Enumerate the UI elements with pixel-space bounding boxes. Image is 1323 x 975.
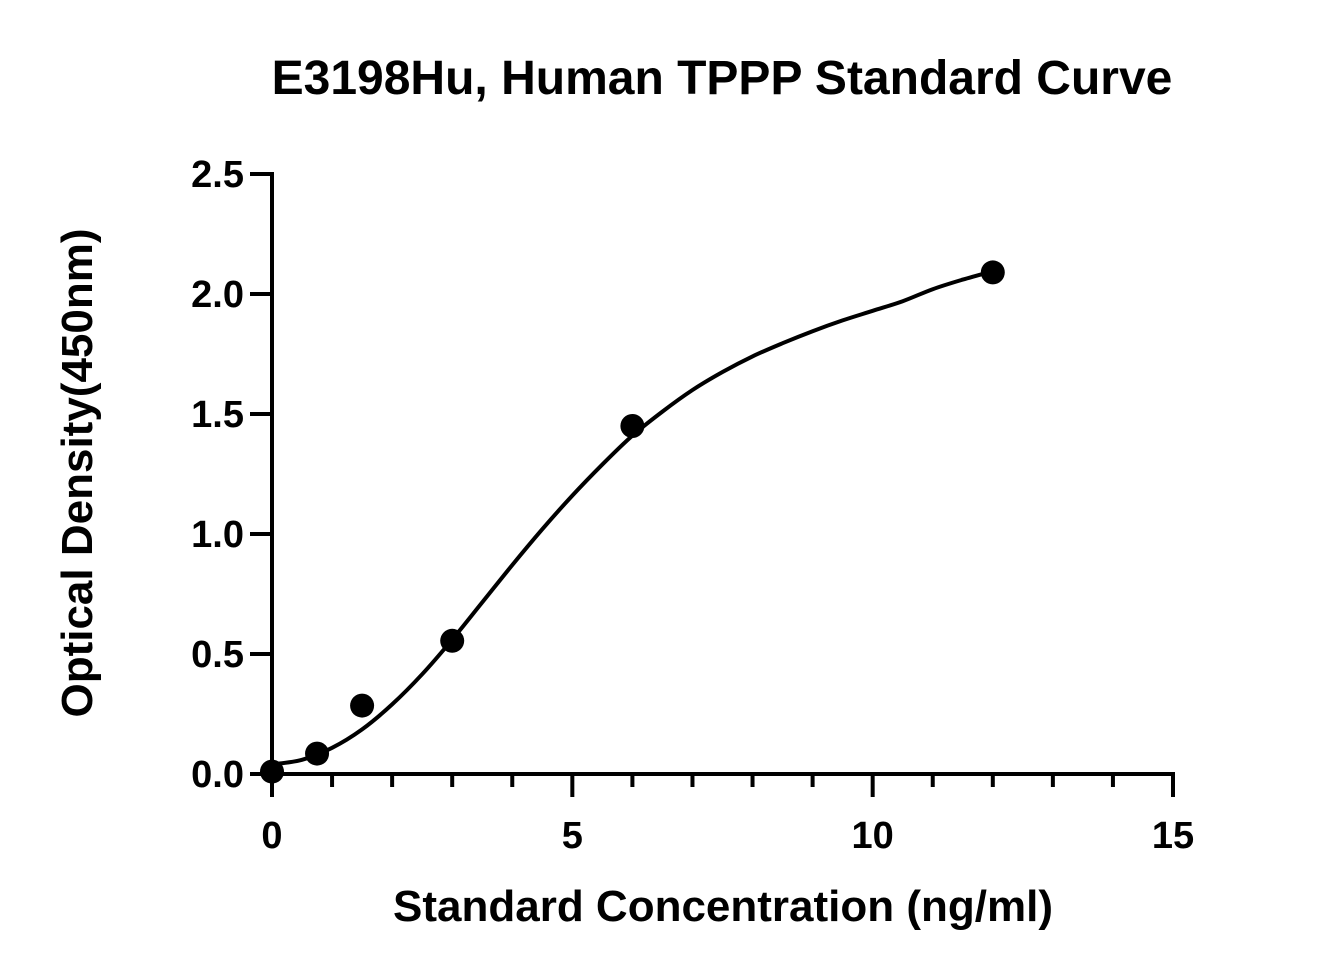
x-tick-label: 15: [1152, 815, 1194, 857]
x-axis-label: Standard Concentration (ng/ml): [393, 882, 1053, 931]
fit-curve: [271, 269, 994, 767]
y-tick-label: 2.0: [191, 274, 244, 316]
data-point: [260, 759, 284, 784]
y-tick-label: 1.5: [191, 394, 244, 436]
y-tick-label: 2.5: [191, 154, 244, 196]
x-tick-label: 5: [562, 815, 583, 857]
x-tick-label: 0: [261, 815, 282, 857]
y-tick-label: 1.0: [191, 514, 244, 556]
x-tick-label: 10: [852, 815, 894, 857]
y-tick-label: 0.0: [191, 754, 244, 796]
y-axis-label: Optical Density(450nm): [53, 228, 102, 717]
fit-curve-layer: [271, 269, 994, 767]
data-point: [980, 260, 1005, 285]
data-points-layer: [260, 260, 1005, 784]
y-axis: 0.0 0.5 1.0 1.5 2.0 2.5: [191, 154, 274, 796]
x-axis: 0 5 10 15: [261, 772, 1194, 857]
y-tick-label: 0.5: [191, 634, 244, 676]
chart-title: E3198Hu, Human TPPP Standard Curve: [272, 52, 1173, 105]
data-point: [620, 414, 645, 438]
data-point: [440, 628, 465, 653]
data-point: [305, 741, 330, 766]
data-point: [350, 693, 375, 718]
